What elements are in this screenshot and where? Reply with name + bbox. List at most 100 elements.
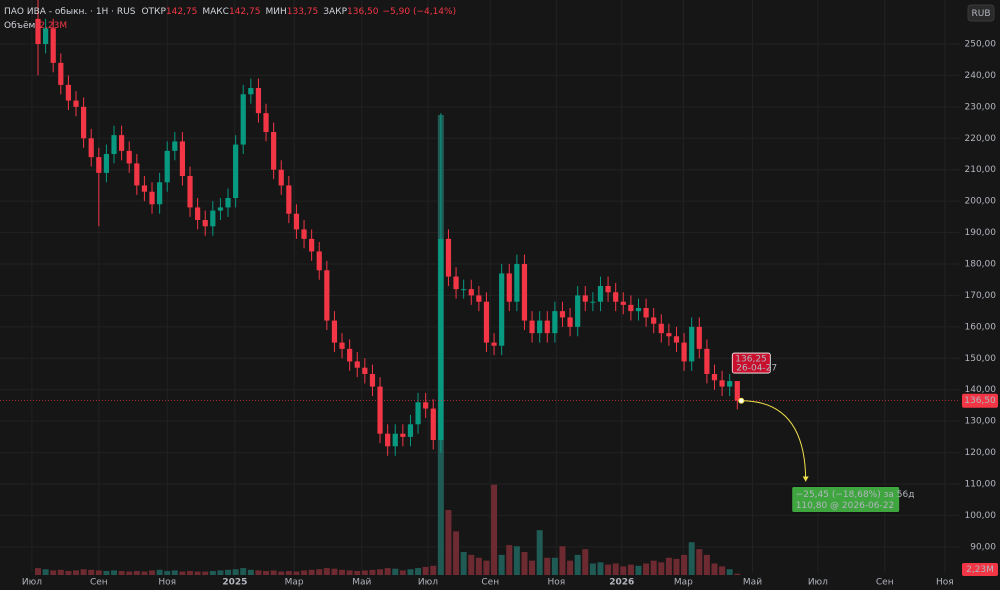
tooltip-date: 26-04-27 (736, 364, 777, 374)
volume-bar (422, 566, 429, 575)
y-tick-label: 170,00 (965, 291, 997, 301)
tooltip-box (731, 352, 771, 374)
candle-body (392, 433, 398, 447)
candle-body (575, 295, 581, 327)
candle-body (423, 402, 429, 409)
volume-bar (270, 570, 277, 575)
x-tick-label: Май (352, 578, 371, 588)
volume-bar (468, 554, 475, 575)
volume-bar (316, 569, 323, 575)
candle-body (35, 18, 41, 44)
ohlc-value: 142,75 (229, 7, 261, 17)
candle-body (643, 308, 649, 318)
volume-bar (475, 557, 482, 575)
currency-button (967, 4, 995, 22)
candle-body (377, 386, 383, 434)
x-tick-label: Сен (481, 578, 499, 588)
volume-bar (384, 568, 391, 575)
candle-body (521, 264, 528, 321)
candle-body (597, 286, 604, 302)
volume-bar (57, 569, 64, 575)
candle-body (385, 433, 391, 447)
volume-bar (483, 560, 490, 575)
candle-body (354, 361, 360, 368)
candle-body (537, 320, 543, 334)
volume-bar (42, 569, 49, 575)
y-tick-label: 210,00 (965, 165, 997, 175)
candle-body (499, 273, 505, 346)
volume-bar (597, 562, 604, 575)
candle-body (689, 326, 695, 362)
candle-body (559, 311, 566, 318)
candle-body (233, 144, 239, 198)
x-tick-label: Ноя (158, 578, 176, 588)
projection-arrow (802, 476, 809, 482)
y-tick-label: 130,00 (965, 417, 997, 427)
candle-body (172, 141, 178, 151)
volume-bar (118, 570, 125, 575)
volume-bar (247, 569, 254, 575)
volume-bar (240, 568, 247, 575)
volume-bar (80, 569, 87, 575)
projection-start (738, 397, 745, 404)
candle-body (727, 381, 733, 387)
candle-body (141, 185, 148, 192)
candle-body (255, 88, 262, 114)
y-tick-label: 120,00 (965, 448, 997, 458)
candle-body (491, 342, 497, 346)
candle-body (658, 323, 664, 334)
x-tick-label: Июл (418, 578, 438, 588)
candle-body (96, 157, 102, 173)
candle-body (673, 336, 680, 343)
volume-bar (719, 566, 726, 575)
x-tick-label: Июл (808, 578, 828, 588)
candle-body (696, 326, 702, 349)
volume-bar (711, 563, 718, 575)
candle-body (187, 176, 193, 208)
volume-bar (278, 571, 285, 575)
volume-bar (559, 546, 566, 575)
volume-bar (225, 569, 232, 575)
x-tick-label: Сен (90, 578, 108, 588)
x-tick-label: 2025 (222, 578, 247, 588)
volume-bar (513, 546, 520, 575)
volume-bar (369, 569, 376, 575)
volume-bar (133, 570, 140, 575)
candle-body (126, 150, 132, 164)
candle-body (157, 182, 163, 205)
candle-body (111, 135, 117, 154)
candle-body (666, 333, 672, 337)
candle-body (316, 251, 322, 271)
volume-bar (232, 569, 239, 575)
volume-bar (734, 573, 741, 575)
volume-header: Объём 2,23M (4, 21, 67, 31)
candle-body (286, 185, 292, 214)
candle-body (529, 320, 535, 334)
volume-bar (407, 569, 414, 575)
candle-body (605, 286, 611, 293)
candle-body (309, 238, 315, 252)
volume-bar (620, 566, 627, 575)
volume-bar (460, 552, 467, 575)
candle-body (438, 238, 444, 440)
volume-bar (612, 563, 619, 575)
x-tick-label: Ноя (548, 578, 566, 588)
volume-bar (156, 569, 163, 575)
candle-body (476, 295, 482, 302)
volume-bar (650, 560, 657, 575)
candle-body (704, 348, 710, 374)
candle-body (582, 295, 588, 302)
candle-body (58, 62, 64, 85)
volume-bar (627, 564, 634, 575)
grid (0, 0, 960, 572)
candle-body (195, 207, 201, 220)
candle-body (73, 100, 79, 107)
candle-body (453, 276, 459, 290)
candle-body (468, 289, 474, 296)
candle-body (362, 367, 368, 374)
volume-bar (506, 545, 513, 575)
volume-bar (50, 570, 57, 575)
candle-body (590, 301, 596, 303)
candle-body (301, 229, 307, 239)
